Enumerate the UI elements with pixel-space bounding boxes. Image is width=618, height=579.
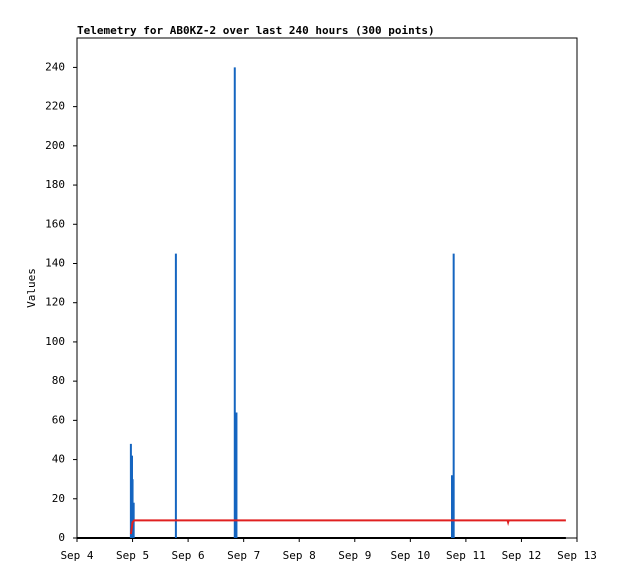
y-tick-label: 40	[52, 453, 65, 466]
y-tick-label: 60	[52, 413, 65, 426]
series-line	[129, 519, 566, 535]
y-tick-label: 180	[45, 178, 65, 191]
y-axis-label: Values	[25, 268, 38, 308]
y-tick-label: 100	[45, 335, 65, 348]
x-tick-label: Sep 9	[338, 549, 371, 562]
x-tick-label: Sep 8	[283, 549, 316, 562]
y-tick-label: 220	[45, 100, 65, 113]
x-tick-label: Sep 4	[60, 549, 93, 562]
chart-title: Telemetry for AB0KZ-2 over last 240 hour…	[77, 24, 435, 37]
y-tick-label: 140	[45, 256, 65, 269]
y-tick-label: 80	[52, 374, 65, 387]
x-tick-label: Sep 12	[502, 549, 542, 562]
y-tick-label: 20	[52, 492, 65, 505]
x-tick-label: Sep 5	[116, 549, 149, 562]
x-tick-label: Sep 10	[390, 549, 430, 562]
x-tick-label: Sep 11	[446, 549, 486, 562]
y-tick-label: 120	[45, 296, 65, 309]
x-tick-label: Sep 7	[227, 549, 260, 562]
y-tick-label: 200	[45, 139, 65, 152]
y-tick-label: 240	[45, 60, 65, 73]
y-tick-label: 160	[45, 217, 65, 230]
plot-frame	[76, 37, 578, 539]
x-tick-label: Sep 6	[172, 549, 205, 562]
y-tick-label: 0	[58, 531, 65, 544]
x-tick-label: Sep 13	[557, 549, 597, 562]
